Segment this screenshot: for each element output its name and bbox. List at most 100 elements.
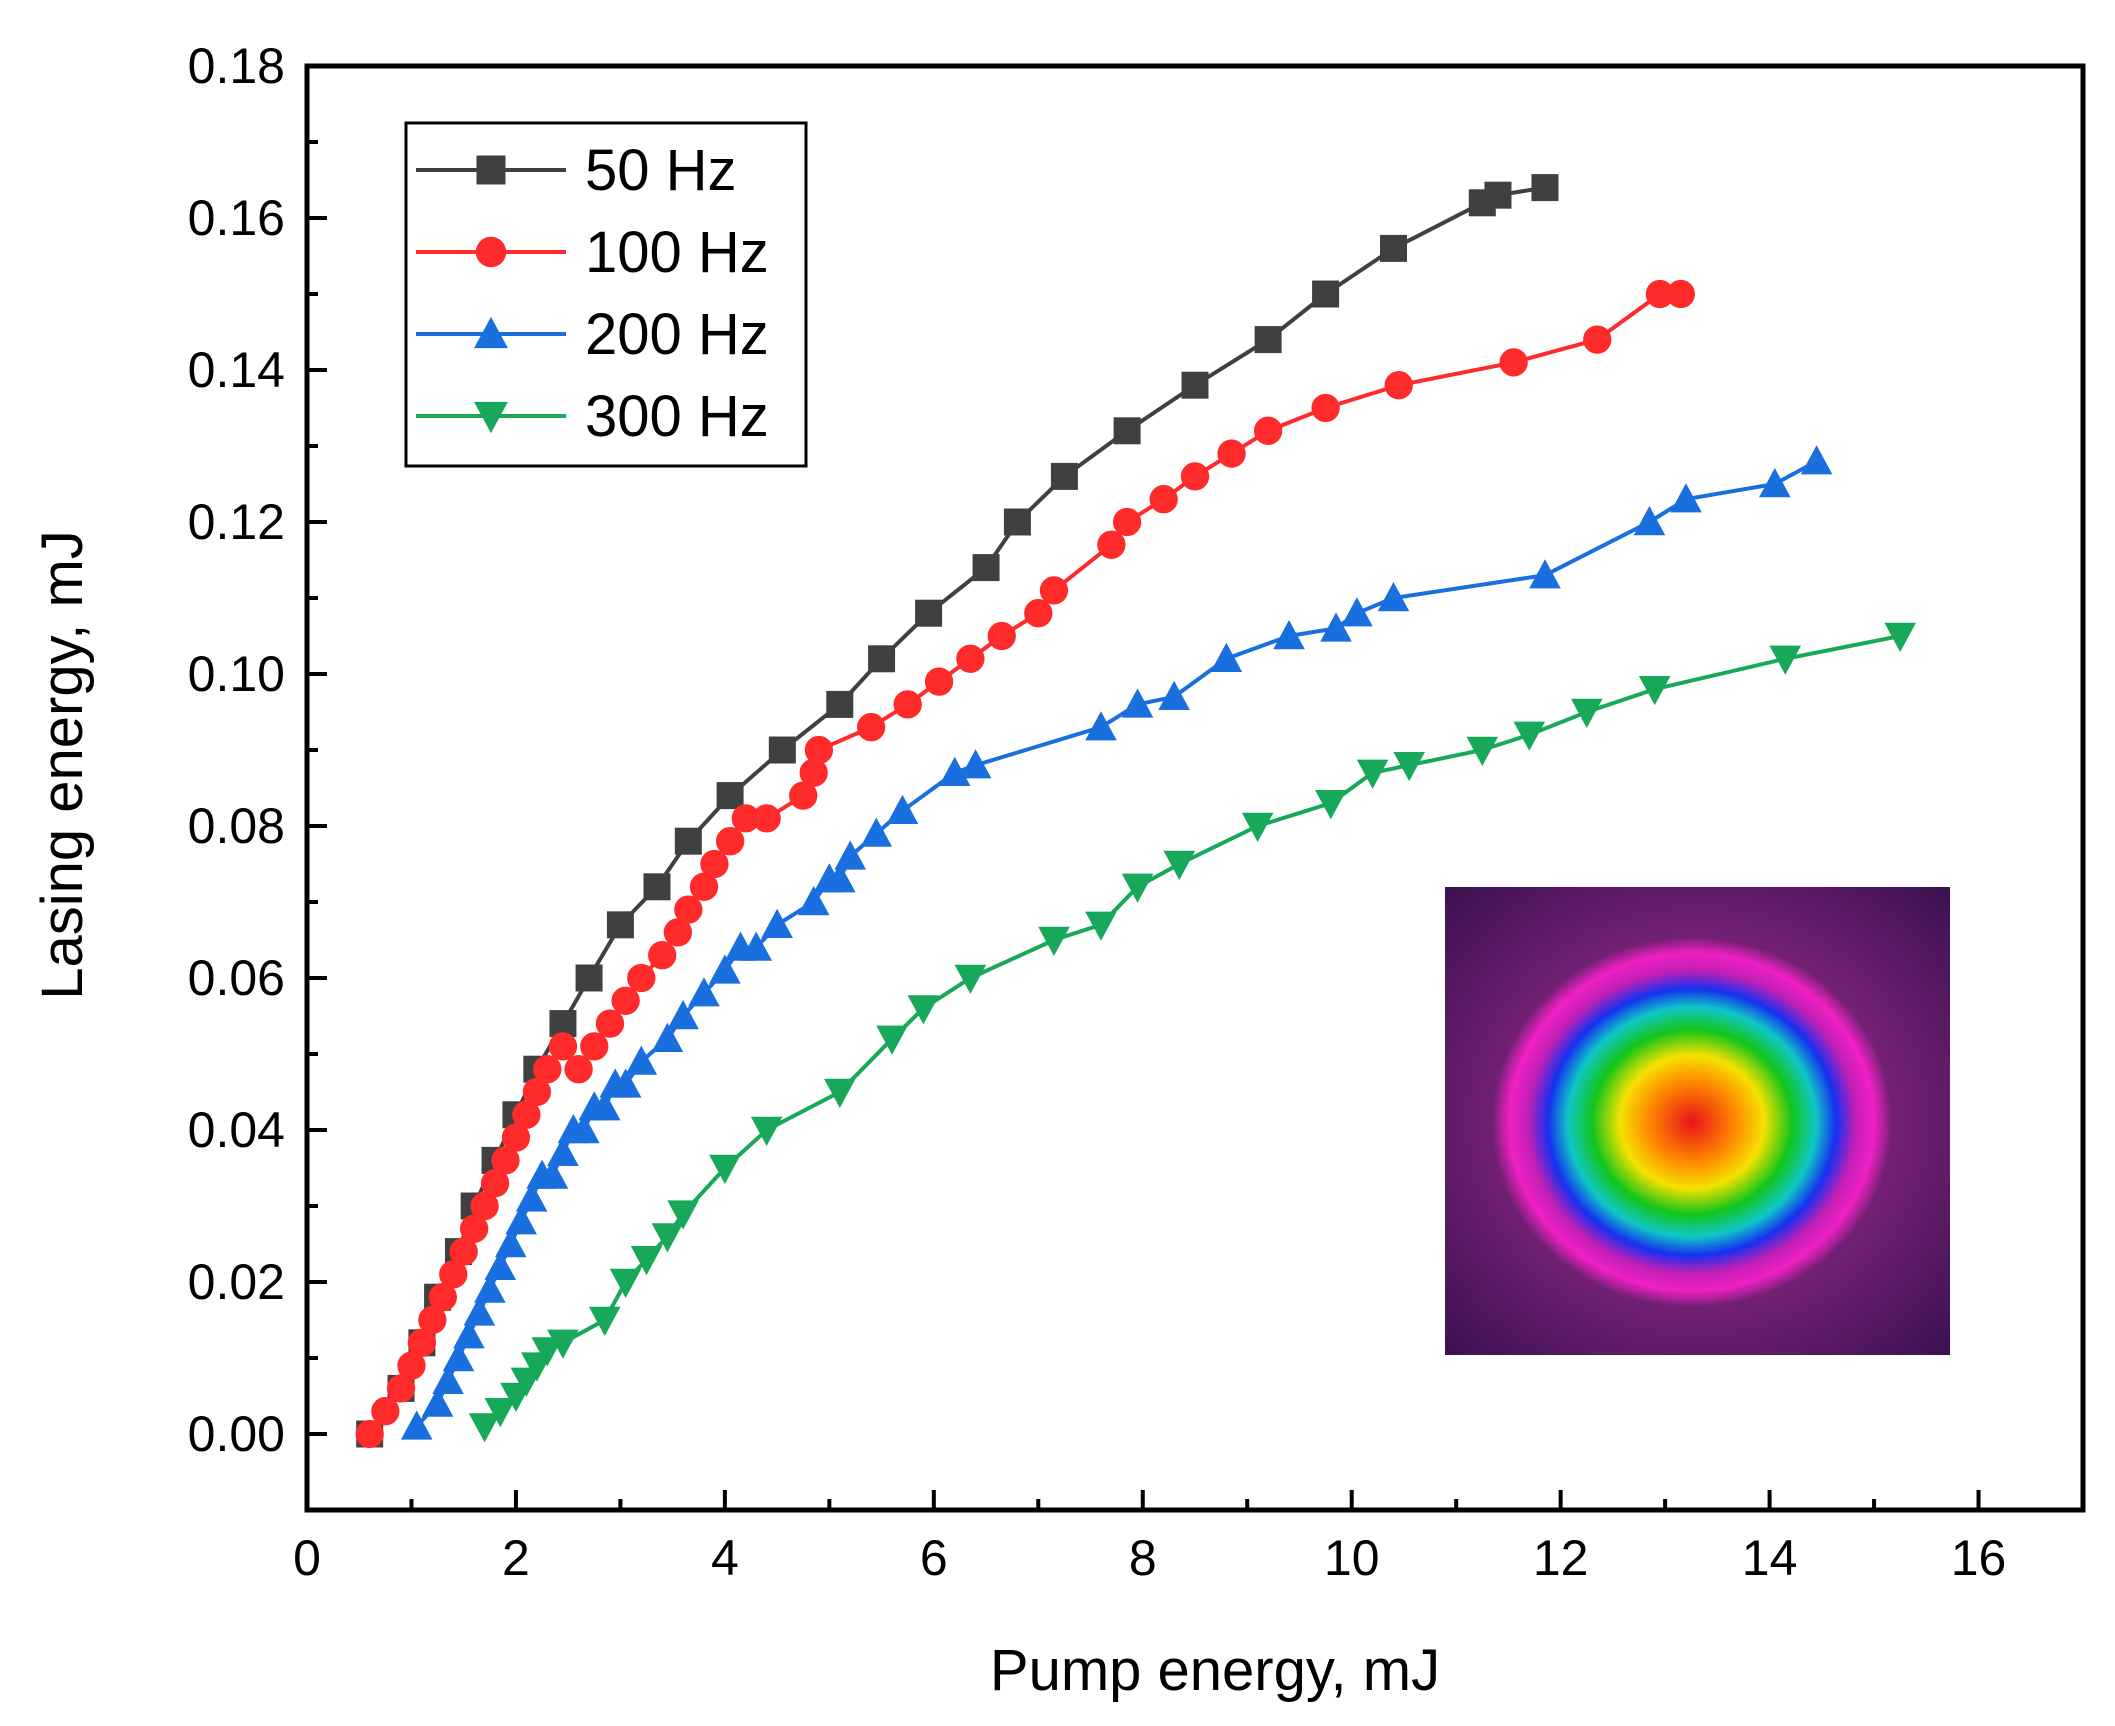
data-point — [588, 1306, 621, 1337]
data-point — [484, 1250, 517, 1281]
x-tick-label: 10 — [1324, 1530, 1380, 1586]
legend-marker — [475, 236, 507, 268]
data-point — [1217, 439, 1246, 468]
data-point — [1085, 911, 1117, 941]
x-tick-label: 8 — [1129, 1530, 1157, 1586]
data-point — [1038, 926, 1070, 957]
data-point — [1529, 559, 1561, 589]
data-point — [915, 599, 943, 627]
y-tick-label: 0.18 — [188, 38, 285, 94]
data-point — [907, 995, 940, 1025]
data-point — [580, 1032, 609, 1061]
data-point — [804, 735, 834, 765]
data-point — [575, 964, 603, 992]
data-point — [1377, 581, 1410, 612]
data-point — [564, 1055, 593, 1084]
data-point — [1024, 599, 1053, 628]
data-point — [688, 977, 720, 1007]
data-point — [1759, 467, 1791, 498]
data-point — [824, 863, 856, 893]
y-tick-label: 0.04 — [188, 1102, 285, 1158]
data-point — [761, 908, 793, 939]
data-point — [1273, 619, 1305, 650]
x-tick-label: 2 — [502, 1530, 530, 1586]
data-point — [740, 931, 773, 961]
data-point — [924, 667, 954, 696]
data-point — [1210, 642, 1243, 673]
data-point — [1163, 850, 1196, 881]
data-point — [667, 999, 699, 1030]
data-point — [972, 554, 1000, 582]
data-point — [1356, 759, 1389, 789]
legend-label: 50 Hz — [585, 138, 737, 203]
legend-entry: 300 Hz — [416, 384, 769, 449]
data-point — [355, 1419, 384, 1449]
legend-label: 200 Hz — [585, 302, 769, 367]
y-tick-label: 0.12 — [188, 494, 285, 550]
y-tick-label: 0.08 — [188, 798, 285, 854]
x-tick-label: 6 — [920, 1530, 948, 1586]
data-point — [1003, 508, 1031, 536]
data-point — [826, 690, 854, 718]
legend-marker — [474, 401, 508, 434]
data-point — [886, 794, 919, 825]
data-point — [1466, 736, 1499, 767]
data-point — [893, 690, 922, 719]
data-point — [547, 1136, 579, 1167]
y-axis-title: Lasing energy, mJ — [30, 530, 95, 1000]
data-point — [432, 1364, 464, 1395]
data-point — [648, 941, 677, 970]
data-point — [752, 804, 781, 833]
legend-entry: 200 Hz — [416, 302, 769, 367]
data-point — [1633, 505, 1666, 536]
data-point — [627, 963, 656, 993]
data-point — [468, 1413, 501, 1443]
data-point — [959, 749, 992, 779]
data-point — [709, 954, 741, 984]
legend-label: 300 Hz — [585, 384, 769, 449]
x-axis-title: Pump energy, mJ — [990, 1638, 1440, 1703]
data-point — [715, 827, 745, 856]
data-point — [1311, 393, 1340, 423]
data-point — [856, 713, 886, 742]
legend: 50 Hz 100 Hz 200 Hz 300 Hz — [404, 121, 808, 468]
data-point — [547, 1329, 579, 1359]
y-tick-label: 0.02 — [188, 1254, 285, 1310]
data-point — [1254, 326, 1282, 354]
data-point — [442, 1341, 475, 1372]
data-point — [611, 986, 640, 1015]
data-point — [1180, 462, 1210, 491]
data-point — [625, 1045, 658, 1075]
beam-spot — [1492, 937, 1892, 1307]
beam-profile-inset — [1445, 887, 1950, 1355]
data-point — [1112, 507, 1142, 537]
data-point — [531, 1337, 564, 1367]
data-point — [533, 1055, 562, 1084]
y-tick-label: 0.10 — [188, 646, 285, 702]
data-point — [709, 1154, 741, 1185]
data-point — [1769, 645, 1802, 675]
legend-entry: 50 Hz — [416, 138, 737, 203]
data-point — [1039, 576, 1069, 605]
data-point — [568, 1113, 600, 1144]
x-tick-label: 0 — [293, 1530, 321, 1586]
data-point — [834, 840, 867, 870]
data-point — [1097, 530, 1126, 559]
x-tick-label: 16 — [1951, 1530, 2007, 1586]
data-point — [956, 644, 985, 673]
data-point — [1085, 711, 1117, 741]
data-point — [630, 1245, 663, 1276]
data-point — [643, 873, 671, 901]
data-point — [400, 1410, 433, 1440]
data-point — [1384, 371, 1413, 400]
data-point — [1484, 181, 1512, 209]
data-point — [595, 1009, 625, 1038]
data-point — [674, 895, 703, 924]
data-point — [494, 1227, 527, 1258]
data-point — [453, 1319, 485, 1349]
data-point — [1181, 371, 1209, 399]
data-point — [716, 782, 744, 810]
data-point — [824, 1078, 856, 1109]
data-point — [1583, 325, 1612, 354]
